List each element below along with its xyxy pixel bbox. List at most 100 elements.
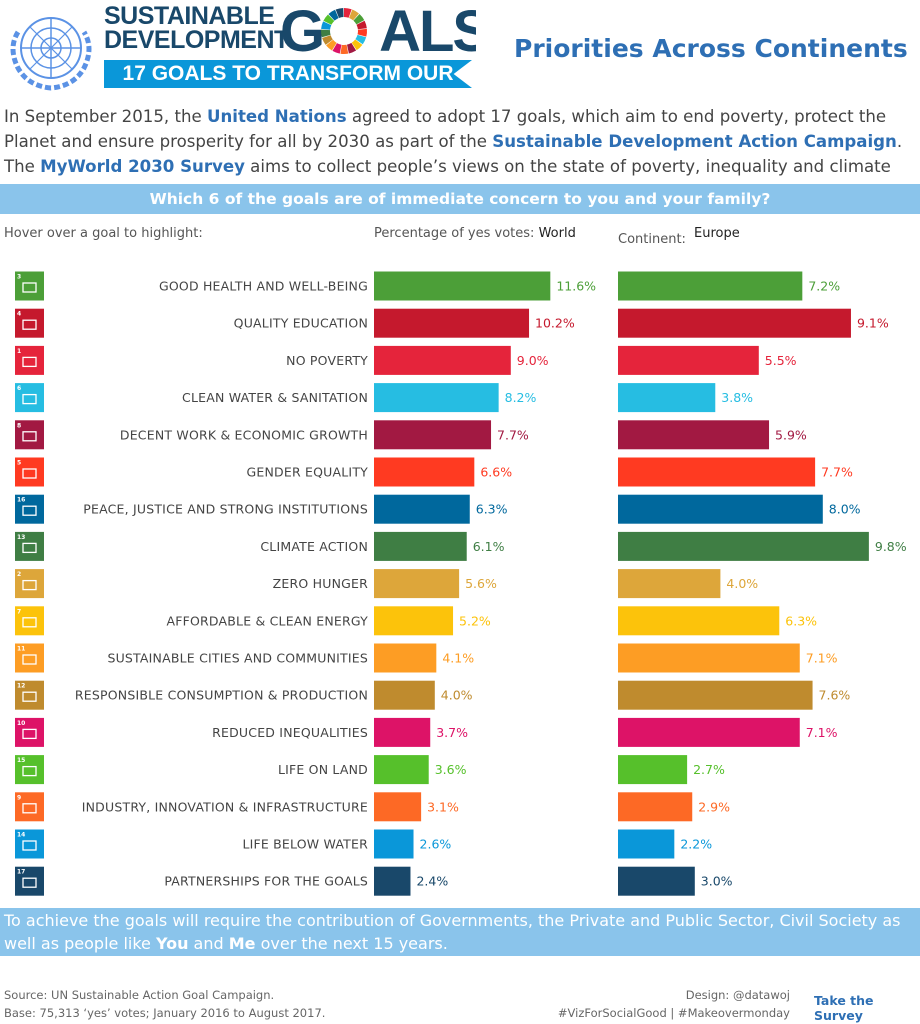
europe-value-label: 2.2% [680,837,712,852]
world-bar[interactable] [374,755,429,785]
europe-bar[interactable] [618,494,823,524]
world-bar[interactable] [374,383,499,413]
world-bar[interactable] [374,829,414,859]
europe-bar[interactable] [618,792,693,822]
source-line: Source: UN Sustainable Action Goal Campa… [4,988,275,1002]
goal-label[interactable]: INDUSTRY, INNOVATION & INFRASTRUCTURE [82,799,368,814]
goal-3-icon[interactable] [15,271,44,301]
goal-label[interactable]: NO POVERTY [286,353,368,368]
europe-bar[interactable] [618,643,800,673]
goal-label[interactable]: SUSTAINABLE CITIES AND COMMUNITIES [107,651,368,666]
goal-5-icon[interactable] [15,457,44,487]
world-bar[interactable] [374,680,435,710]
goal-icon-number: 8 [17,422,21,429]
percentage-label-text: Percentage of yes votes: [374,226,539,241]
svg-text:G ALS: G ALS [280,4,476,56]
europe-value-label: 7.1% [806,725,838,740]
united-nations-link[interactable]: United Nations [206,107,347,126]
goal-icon-glyph [22,617,37,628]
goal-label[interactable]: PARTNERSHIPS FOR THE GOALS [164,874,368,889]
footer-banner: To achieve the goals will require the co… [0,908,920,956]
world-bar[interactable] [374,569,460,599]
world-bar[interactable] [374,717,431,747]
world-value-label: 7.7% [497,427,529,442]
europe-bar[interactable] [618,755,688,785]
europe-bar[interactable] [618,680,813,710]
europe-bar[interactable] [618,345,759,375]
europe-bar[interactable] [618,531,869,561]
europe-bar[interactable] [618,457,816,487]
goal-label[interactable]: GENDER EQUALITY [247,465,369,480]
logo-ring-segment [335,8,344,18]
goal-label[interactable]: RESPONSIBLE CONSUMPTION & PRODUCTION [75,688,368,703]
goal-12-icon[interactable] [15,680,44,710]
page-title: Priorities Across Continents [514,34,908,63]
goal-2-icon[interactable] [15,569,44,599]
world-value-label: 2.6% [420,837,452,852]
world-bar[interactable] [374,643,437,673]
world-bar[interactable] [374,494,470,524]
europe-bar[interactable] [618,569,721,599]
goal-icon-glyph [22,468,37,479]
survey-link[interactable]: MyWorld 2030 Survey [40,157,245,176]
goal-label[interactable]: LIFE BELOW WATER [242,837,368,852]
goal-17-icon[interactable] [15,866,44,896]
footer-me: Me [228,934,256,953]
goal-label[interactable]: REDUCED INEQUALITIES [212,725,368,740]
goal-label[interactable]: CLEAN WATER & SANITATION [182,390,368,405]
world-bar[interactable] [374,308,530,338]
goal-16-icon[interactable] [15,494,44,524]
goal-label[interactable]: AFFORDABLE & CLEAN ENERGY [166,613,368,628]
europe-bar[interactable] [618,866,695,896]
world-bar[interactable] [374,531,467,561]
world-value-label: 11.6% [556,279,596,294]
goal-9-icon[interactable] [15,792,44,822]
goal-label[interactable]: GOOD HEALTH AND WELL-BEING [159,279,368,294]
europe-bar[interactable] [618,717,800,747]
goal-icon-number: 11 [17,646,25,653]
europe-bar[interactable] [618,308,851,338]
world-bar[interactable] [374,271,551,301]
europe-value-label: 8.0% [829,502,861,517]
goal-label[interactable]: ZERO HUNGER [273,576,368,591]
europe-bar[interactable] [618,420,770,450]
europe-bar[interactable] [618,606,780,636]
world-bar[interactable] [374,792,422,822]
continent-select[interactable]: Europe [694,226,740,241]
take-survey-link[interactable]: Take the Survey [814,993,874,1023]
sdg-logo: SUSTAINABLE DEVELOPMENT G ALS [104,4,476,57]
goal-icon-number: 7 [17,608,21,615]
world-bar[interactable] [374,457,475,487]
world-bar[interactable] [374,866,411,896]
goal-icon-number: 16 [17,497,25,504]
europe-bar[interactable] [618,271,803,301]
goal-label[interactable]: LIFE ON LAND [278,762,368,777]
world-bar[interactable] [374,345,511,375]
goal-10-icon[interactable] [15,717,44,747]
europe-bar[interactable] [618,829,675,859]
goal-8-icon[interactable] [15,420,44,450]
goal-label[interactable]: PEACE, JUSTICE AND STRONG INSTITUTIONS [83,502,368,517]
world-bar[interactable] [374,606,454,636]
goal-label[interactable]: QUALITY EDUCATION [234,316,368,331]
goal-1-icon[interactable] [15,345,44,375]
logo-ring-segment [356,20,367,30]
campaign-link[interactable]: Sustainable Development Action Campaign [492,132,897,151]
goal-14-icon[interactable] [15,829,44,859]
goal-7-icon[interactable] [15,606,44,636]
goal-13-icon[interactable] [15,531,44,561]
un-emblem-icon [10,17,92,91]
goal-11-icon[interactable] [15,643,44,673]
goal-15-icon[interactable] [15,755,44,785]
goal-4-icon[interactable] [15,308,44,338]
europe-bar[interactable] [618,383,716,413]
bar-chart: 3 GOOD HEALTH AND WELL-BEING 11.6% 7.2% 4 QUA… [0,264,920,900]
world-bar[interactable] [374,420,492,450]
logo-banner: 17 GOALS TO TRANSFORM OUR WORLD [104,60,472,88]
goal-label[interactable]: DECENT WORK & ECONOMIC GROWTH [120,427,368,442]
goal-icon-number: 5 [17,460,21,467]
europe-value-label: 4.0% [726,576,758,591]
goal-6-icon[interactable] [15,383,44,413]
goal-label[interactable]: CLIMATE ACTION [260,539,368,554]
world-value-label: 6.1% [473,539,505,554]
